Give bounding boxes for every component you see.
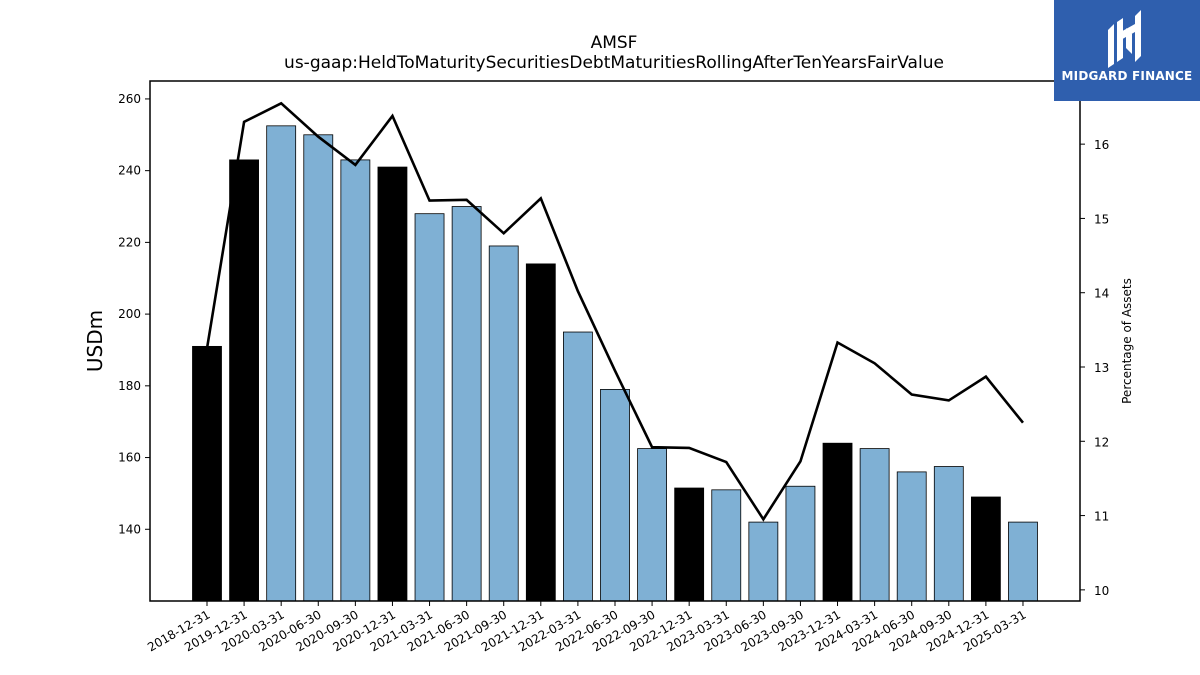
bar-2024-12-31 bbox=[970, 496, 1001, 602]
bar-2022-06-30 bbox=[600, 389, 630, 602]
bar-2021-06-30 bbox=[451, 206, 482, 602]
bar-2020-12-31 bbox=[377, 166, 408, 602]
midgard-logo-icon bbox=[1108, 10, 1141, 68]
y-tick-label: 240 bbox=[118, 164, 141, 178]
y-axis-right: 10 11 12 13 14 15 16 bbox=[1080, 138, 1109, 598]
bar-2020-09-30 bbox=[340, 159, 371, 602]
bar-2022-03-31 bbox=[563, 331, 593, 602]
y-tick-label: 220 bbox=[118, 235, 141, 249]
assets-percentage-line bbox=[205, 101, 1024, 522]
chart-subtitle: us-gaap:HeldToMaturitySecuritiesDebtMatu… bbox=[284, 53, 944, 73]
bar-2023-12-31 bbox=[822, 442, 853, 602]
bar-2019-12-31 bbox=[229, 159, 259, 602]
bar-2022-09-30 bbox=[637, 448, 667, 602]
y-tick-label: 180 bbox=[118, 379, 141, 393]
bars-group bbox=[192, 125, 1038, 602]
bar-2020-06-30 bbox=[303, 134, 334, 602]
line-group bbox=[205, 101, 1024, 522]
y-tick-label: 160 bbox=[118, 451, 141, 465]
bar-2023-03-31 bbox=[711, 489, 742, 602]
bar-2021-03-31 bbox=[414, 213, 445, 602]
bar-2025-03-31 bbox=[1008, 521, 1038, 602]
y2-tick-label: 16 bbox=[1094, 138, 1109, 152]
y2-tick-label: 14 bbox=[1094, 287, 1109, 301]
x-axis: 2018-12-312019-12-312020-03-312020-06-30… bbox=[145, 601, 1028, 654]
y2-tick-label: 15 bbox=[1094, 212, 1109, 226]
y2-tick-label: 12 bbox=[1094, 435, 1109, 449]
y2-tick-label: 10 bbox=[1094, 584, 1109, 598]
logo: MIDGARD FINANCE bbox=[1054, 0, 1200, 101]
bar-2022-12-31 bbox=[674, 487, 705, 602]
bar-2023-06-30 bbox=[748, 521, 779, 602]
bar-2023-09-30 bbox=[785, 485, 816, 602]
y2-axis-label: Percentage of Assets bbox=[1120, 278, 1134, 404]
y-tick-label: 260 bbox=[118, 92, 141, 106]
y-axis-label: USDm bbox=[83, 310, 107, 372]
y-tick-label: 200 bbox=[118, 307, 141, 321]
chart-title: AMSF bbox=[591, 33, 638, 53]
bar-2024-06-30 bbox=[896, 471, 927, 602]
bar-2020-03-31 bbox=[266, 125, 297, 602]
bar-2024-03-31 bbox=[859, 448, 890, 602]
y2-tick-label: 13 bbox=[1094, 361, 1109, 375]
y2-tick-label: 11 bbox=[1094, 510, 1109, 524]
bar-2021-12-31 bbox=[525, 263, 556, 602]
bar-2021-09-30 bbox=[488, 245, 519, 602]
y-axis-left: 140 160 180 200 220 240 260 bbox=[118, 92, 150, 536]
y-tick-label: 140 bbox=[118, 522, 141, 536]
logo-text: MIDGARD FINANCE bbox=[1061, 69, 1193, 83]
bar-2018-12-31 bbox=[192, 345, 222, 602]
bar-2024-09-30 bbox=[933, 466, 964, 602]
